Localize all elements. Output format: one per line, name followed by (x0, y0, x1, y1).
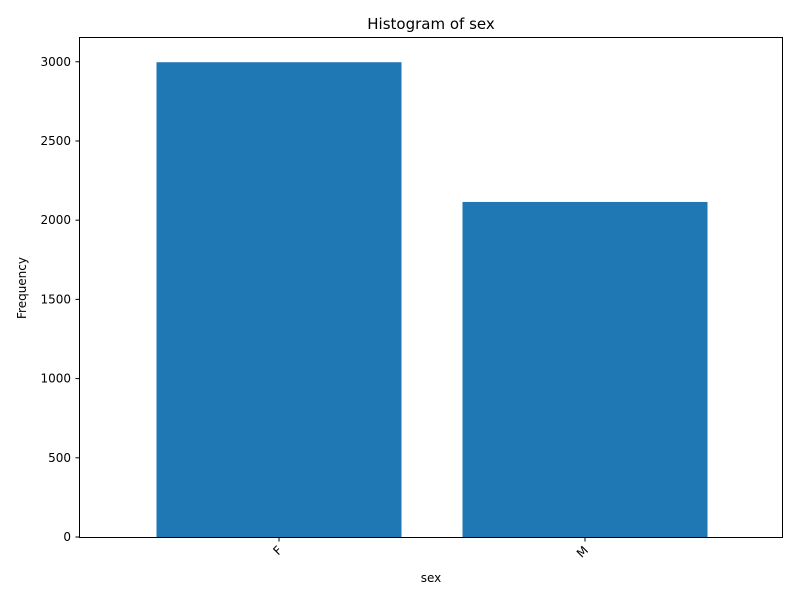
bar-F (156, 62, 402, 537)
y-tick-label: 0 (63, 530, 71, 544)
y-tick-label: 1500 (40, 292, 71, 306)
y-axis-label: Frequency (15, 257, 29, 319)
bar-M (462, 201, 708, 537)
chart-title: Histogram of sex (367, 15, 495, 33)
y-axis: 0 500 1000 1500 2000 2500 3000 (40, 55, 80, 544)
x-axis-label: sex (421, 571, 442, 585)
y-tick-label: 2500 (40, 134, 71, 148)
plot-frame (79, 37, 783, 538)
y-tick-label: 1000 (40, 372, 71, 386)
y-tick-label: 3000 (40, 55, 71, 69)
y-tick-label: 500 (48, 451, 71, 465)
bars-group (156, 62, 708, 537)
y-tick-label: 2000 (40, 213, 71, 227)
